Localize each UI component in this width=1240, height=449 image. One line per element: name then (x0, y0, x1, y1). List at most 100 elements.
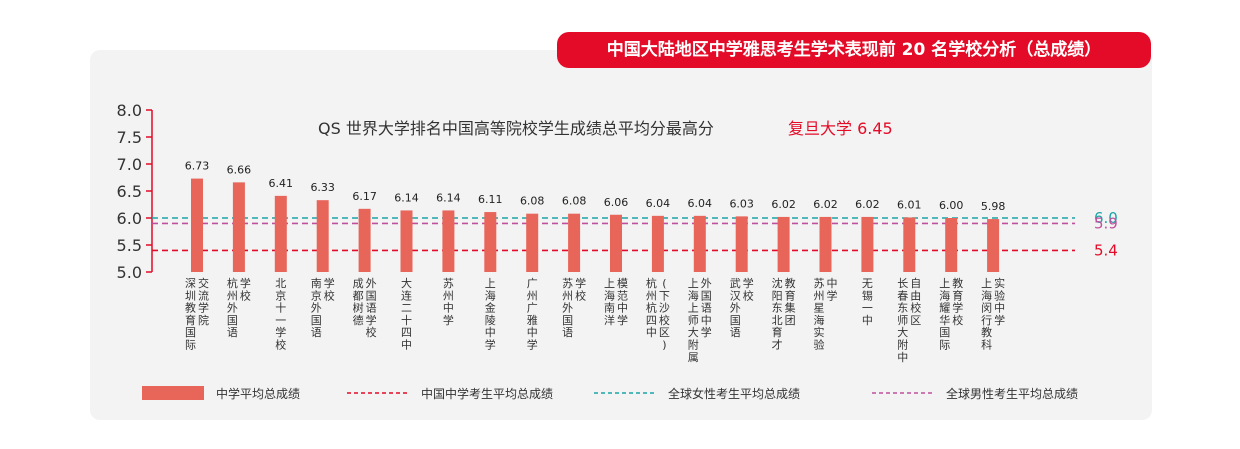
category-label-char: 自 (910, 277, 921, 290)
category-label-char: 州 (443, 289, 454, 302)
category-label-char: 连 (401, 289, 412, 302)
category-label-char: 中 (994, 302, 1005, 315)
legend-label: 全球女性考生平均总成绩 (668, 386, 800, 401)
category-label-char: 学 (240, 276, 251, 290)
bar (400, 210, 413, 272)
category-label-char: 教 (185, 302, 196, 315)
category-label-char: 锡 (862, 288, 873, 302)
bar (693, 215, 706, 272)
category-label-char: 无 (862, 277, 873, 290)
category-label-char: 州 (814, 289, 825, 302)
reference-line-label: 6.0 (1094, 209, 1118, 227)
category-label-char: 中 (827, 277, 838, 290)
category-label-char: 圳 (185, 289, 196, 302)
category-label-char: 学 (827, 288, 838, 302)
category-label-char: 深 (185, 277, 196, 290)
category-label-char: 阳 (772, 289, 783, 302)
value-labels: 6.73 6.66 6.41 6.33 6.17 6.14 6.14 6.11 6.08 6.08… (185, 160, 1006, 214)
category-label-char: 外 (730, 302, 741, 315)
category-label-char: 耀 (939, 302, 950, 315)
category-label-char: 学 (994, 313, 1005, 327)
legend-label: 全球男性考生平均总成绩 (946, 386, 1078, 401)
category-label-char: 验 (814, 338, 825, 352)
chart-subtitle: QS 世界大学排名中国高等院校学生成绩总平均分最高分 (318, 119, 714, 138)
category-label-char: 校 (659, 313, 670, 327)
bar (735, 216, 748, 272)
category-label-char: 杭 (227, 276, 238, 290)
category-label-char: 校 (240, 288, 251, 302)
category-label-char: 苏 (814, 277, 825, 290)
category-label-char: 附 (688, 338, 699, 352)
category-label-char: 杭 (646, 301, 657, 315)
category-label-char: 学 (324, 276, 335, 290)
category-label-char: 闵 (981, 301, 992, 315)
category-label-char: 中 (443, 302, 454, 315)
category-label-char: 北 (772, 314, 783, 327)
category-label-char: 苏 (443, 277, 454, 290)
category-label-char: 外 (701, 277, 712, 290)
category-label-char: 汉 (730, 289, 741, 302)
category-label-char: 学 (527, 338, 538, 352)
category-label-char: 海 (939, 288, 950, 302)
category-label-char: 实 (994, 276, 1005, 290)
bar (442, 210, 455, 272)
category-labels: 深圳教育国际交流学院杭州外国语学校北京十一学校南京外国语学校成都树德外国语学校大… (185, 276, 1005, 364)
category-label-char: 星 (814, 302, 825, 315)
category-label-char: 沙 (659, 302, 670, 315)
category-label-char: 国 (701, 289, 712, 302)
category-label-char: 学 (952, 301, 963, 315)
bar-value-label: 6.14 (394, 191, 419, 204)
bar-value-label: 6.00 (939, 199, 964, 212)
category-label-char: 师 (897, 314, 908, 327)
category-label-char: 海 (981, 288, 992, 302)
category-label-char: 校 (952, 313, 963, 327)
category-label-char: 流 (198, 288, 209, 302)
category-label-char: 学 (443, 313, 454, 327)
category-label-char: 校 (366, 325, 377, 339)
bar (358, 208, 371, 272)
category-label-char: 附 (897, 338, 908, 352)
category-label-char: 大 (401, 276, 412, 290)
category-label-char: 际 (185, 339, 196, 352)
y-ticks: 8.0 7.5 7.0 6.5 6.0 5.5 5.0 (117, 101, 152, 282)
category-label-char: 中 (401, 339, 412, 352)
category-label-char: 育 (185, 313, 196, 327)
bar-value-label: 5.98 (981, 200, 1006, 213)
category-label-char: 外 (562, 302, 573, 315)
category-label-char: 语 (701, 302, 712, 315)
category-label-char: 学 (198, 301, 209, 315)
category-label-char: 学 (743, 276, 754, 290)
category-label-char: 语 (311, 326, 322, 339)
category-label-char: 校 (910, 301, 921, 315)
category-label-char: 育 (952, 288, 963, 302)
bar-value-label: 6.02 (813, 198, 838, 211)
category-label-char: 校 (275, 338, 286, 352)
category-label-char: 国 (227, 314, 238, 327)
category-label-char: 海 (485, 288, 496, 302)
legend-label: 中学平均总成绩 (216, 386, 300, 401)
bar-value-label: 6.73 (185, 160, 210, 173)
bar (232, 182, 245, 272)
category-label-char: 中 (862, 314, 873, 327)
category-label-char: 中 (646, 326, 657, 339)
category-label-char: 由 (910, 288, 921, 302)
bar (819, 216, 832, 272)
category-label-char: 师 (688, 314, 699, 327)
bar-value-label: 6.01 (897, 198, 922, 211)
category-label-char: 上 (688, 302, 699, 315)
y-tick-label: 6.0 (117, 209, 142, 228)
bar (316, 200, 329, 272)
category-label-char: 学 (617, 313, 628, 327)
bar (861, 216, 874, 272)
bar (568, 213, 581, 272)
category-label-char: 广 (527, 277, 538, 290)
category-label-char: 校 (324, 288, 335, 302)
bar-value-label: 6.03 (729, 197, 754, 210)
bar-value-label: 6.66 (227, 163, 252, 176)
category-label-char: 才 (772, 338, 783, 352)
category-label-char: 语 (227, 326, 238, 339)
category-label-char: 学 (485, 338, 496, 352)
category-label-char: 团 (785, 314, 796, 327)
y-tick-label: 5.0 (117, 263, 142, 282)
category-label-char: 大 (688, 325, 699, 339)
